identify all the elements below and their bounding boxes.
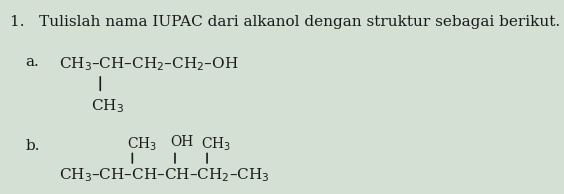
Text: b.: b.: [25, 139, 40, 153]
Text: a.: a.: [25, 55, 39, 69]
Text: CH$_3$: CH$_3$: [201, 135, 232, 153]
Text: OH: OH: [170, 135, 194, 149]
Text: CH$_3$: CH$_3$: [127, 135, 157, 153]
Text: CH$_3$: CH$_3$: [91, 97, 125, 115]
Text: CH$_3$–CH–CH$_2$–CH$_2$–OH: CH$_3$–CH–CH$_2$–CH$_2$–OH: [59, 55, 238, 73]
Text: CH$_3$–CH–CH–CH–CH$_2$–CH$_3$: CH$_3$–CH–CH–CH–CH$_2$–CH$_3$: [59, 166, 269, 184]
Text: 1.   Tulislah nama IUPAC dari alkanol dengan struktur sebagai berikut.: 1. Tulislah nama IUPAC dari alkanol deng…: [10, 15, 560, 29]
